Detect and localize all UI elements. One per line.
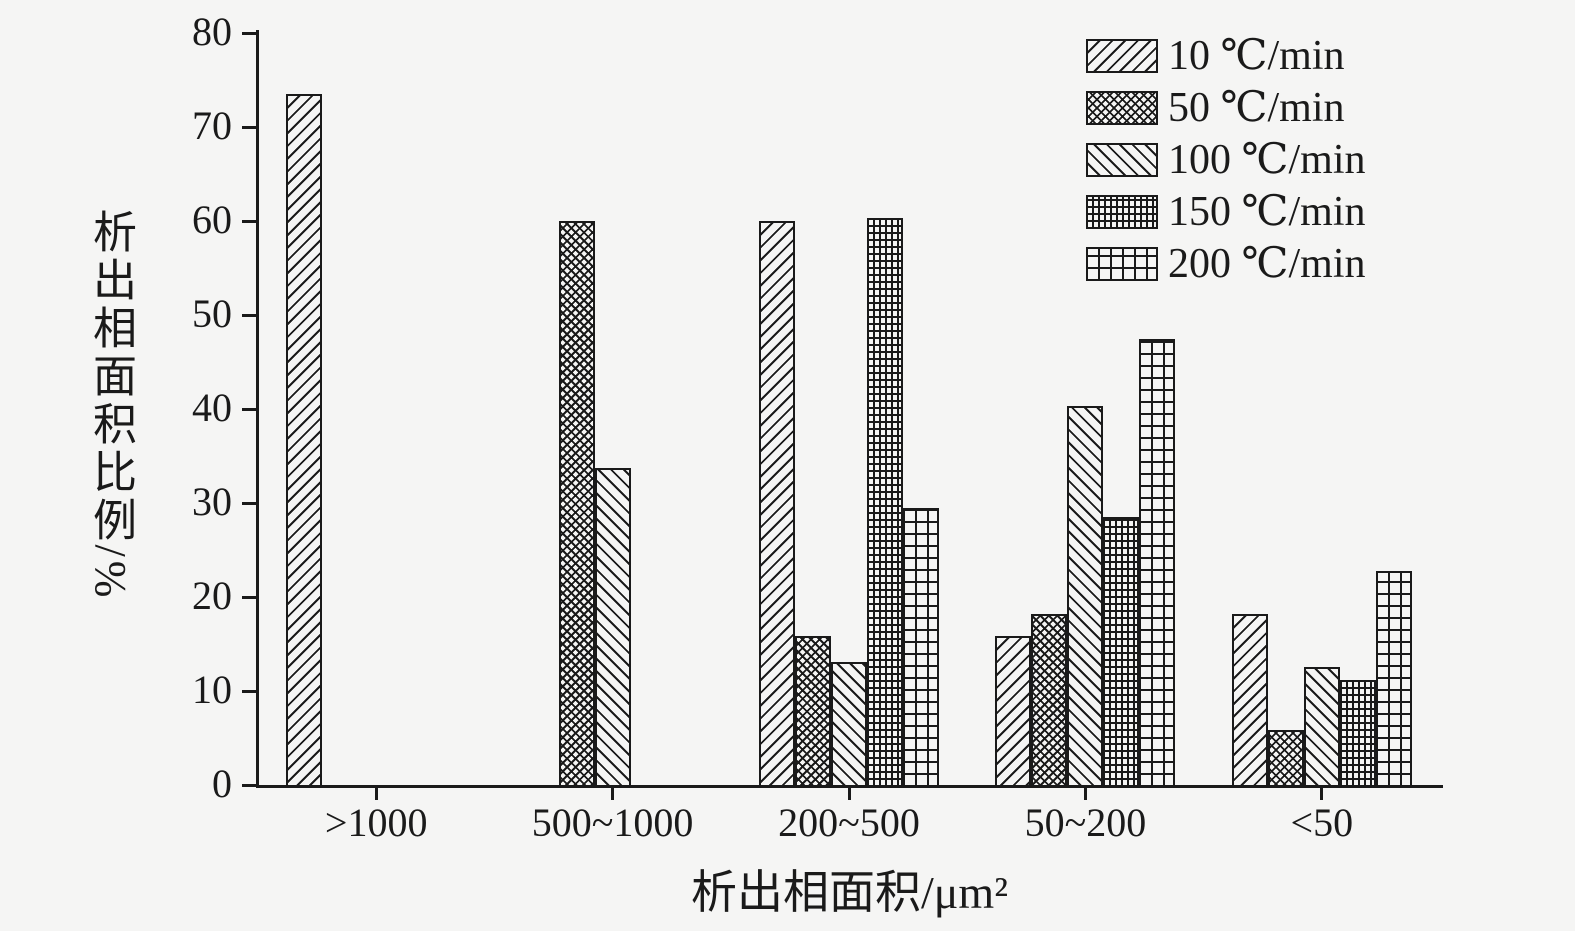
y-tick-mark [242, 502, 256, 505]
x-tick-label: >1000 [324, 800, 428, 845]
y-tick-mark [242, 314, 256, 317]
y-tick-mark [242, 32, 256, 35]
legend-swatch-fine-grid [1086, 195, 1158, 229]
bar [1231, 613, 1268, 787]
x-tick-mark [847, 788, 851, 800]
legend-item: 150 ℃/min [1086, 190, 1366, 234]
legend-label: 50 ℃/min [1168, 85, 1345, 131]
legend-swatch-open-grid [1086, 247, 1158, 281]
bar [1139, 338, 1176, 787]
legend-label: 100 ℃/min [1168, 137, 1366, 183]
bar [903, 507, 939, 787]
y-tick-mark [242, 220, 256, 223]
y-tick-label: 40 [192, 385, 232, 430]
y-tick-label: 70 [192, 103, 232, 148]
bar [1303, 666, 1340, 787]
x-tick-label: 200~500 [778, 800, 920, 845]
x-tick-mark [611, 788, 615, 800]
y-tick-label: 50 [192, 291, 232, 336]
y-tick-label: 30 [192, 479, 232, 524]
bar [1339, 679, 1376, 787]
x-axis-line [256, 785, 1443, 788]
legend: 10 ℃/min 50 ℃/min 100 ℃/min 150 ℃/min 200 ℃/… [1086, 34, 1366, 294]
legend-item: 10 ℃/min [1086, 34, 1366, 78]
bar [1267, 729, 1304, 787]
y-tick-label: 20 [192, 573, 232, 618]
bar [867, 218, 903, 787]
y-tick-label: 0 [212, 761, 232, 806]
y-axis-line [256, 30, 259, 788]
bar [759, 221, 795, 787]
y-axis-title: 析出相面积比例/% [86, 208, 135, 602]
bar [1031, 613, 1068, 787]
x-tick-mark [374, 788, 378, 800]
legend-item: 200 ℃/min [1086, 242, 1366, 286]
y-tick-label: 60 [192, 197, 232, 242]
x-tick-label: 50~200 [1024, 800, 1147, 845]
x-tick-label: 500~1000 [531, 800, 694, 845]
bar [995, 636, 1032, 787]
y-tick-mark [242, 784, 256, 787]
legend-swatch-crosshatch [1086, 91, 1158, 125]
bar [1375, 570, 1412, 787]
bar [831, 661, 867, 787]
bar [594, 468, 631, 787]
legend-label: 200 ℃/min [1168, 241, 1366, 287]
bar [558, 221, 595, 787]
y-tick-label: 80 [192, 9, 232, 54]
legend-label: 150 ℃/min [1168, 189, 1366, 235]
legend-label: 10 ℃/min [1168, 33, 1345, 79]
legend-swatch-diagonal-back [1086, 143, 1158, 177]
x-tick-mark [1083, 788, 1087, 800]
bar [795, 636, 831, 787]
x-tick-label: <50 [1290, 800, 1354, 845]
y-tick-mark [242, 126, 256, 129]
y-tick-mark [242, 690, 256, 693]
y-tick-label: 10 [192, 667, 232, 712]
y-tick-mark [242, 596, 256, 599]
x-tick-mark [1320, 788, 1324, 800]
bar [286, 94, 323, 787]
x-axis-title: 析出相面积/μm² [690, 867, 1008, 918]
bar [1067, 406, 1104, 787]
y-tick-mark [242, 408, 256, 411]
bar [1103, 517, 1140, 787]
legend-swatch-diagonal-forward [1086, 39, 1158, 73]
legend-item: 100 ℃/min [1086, 138, 1366, 182]
legend-item: 50 ℃/min [1086, 86, 1366, 130]
